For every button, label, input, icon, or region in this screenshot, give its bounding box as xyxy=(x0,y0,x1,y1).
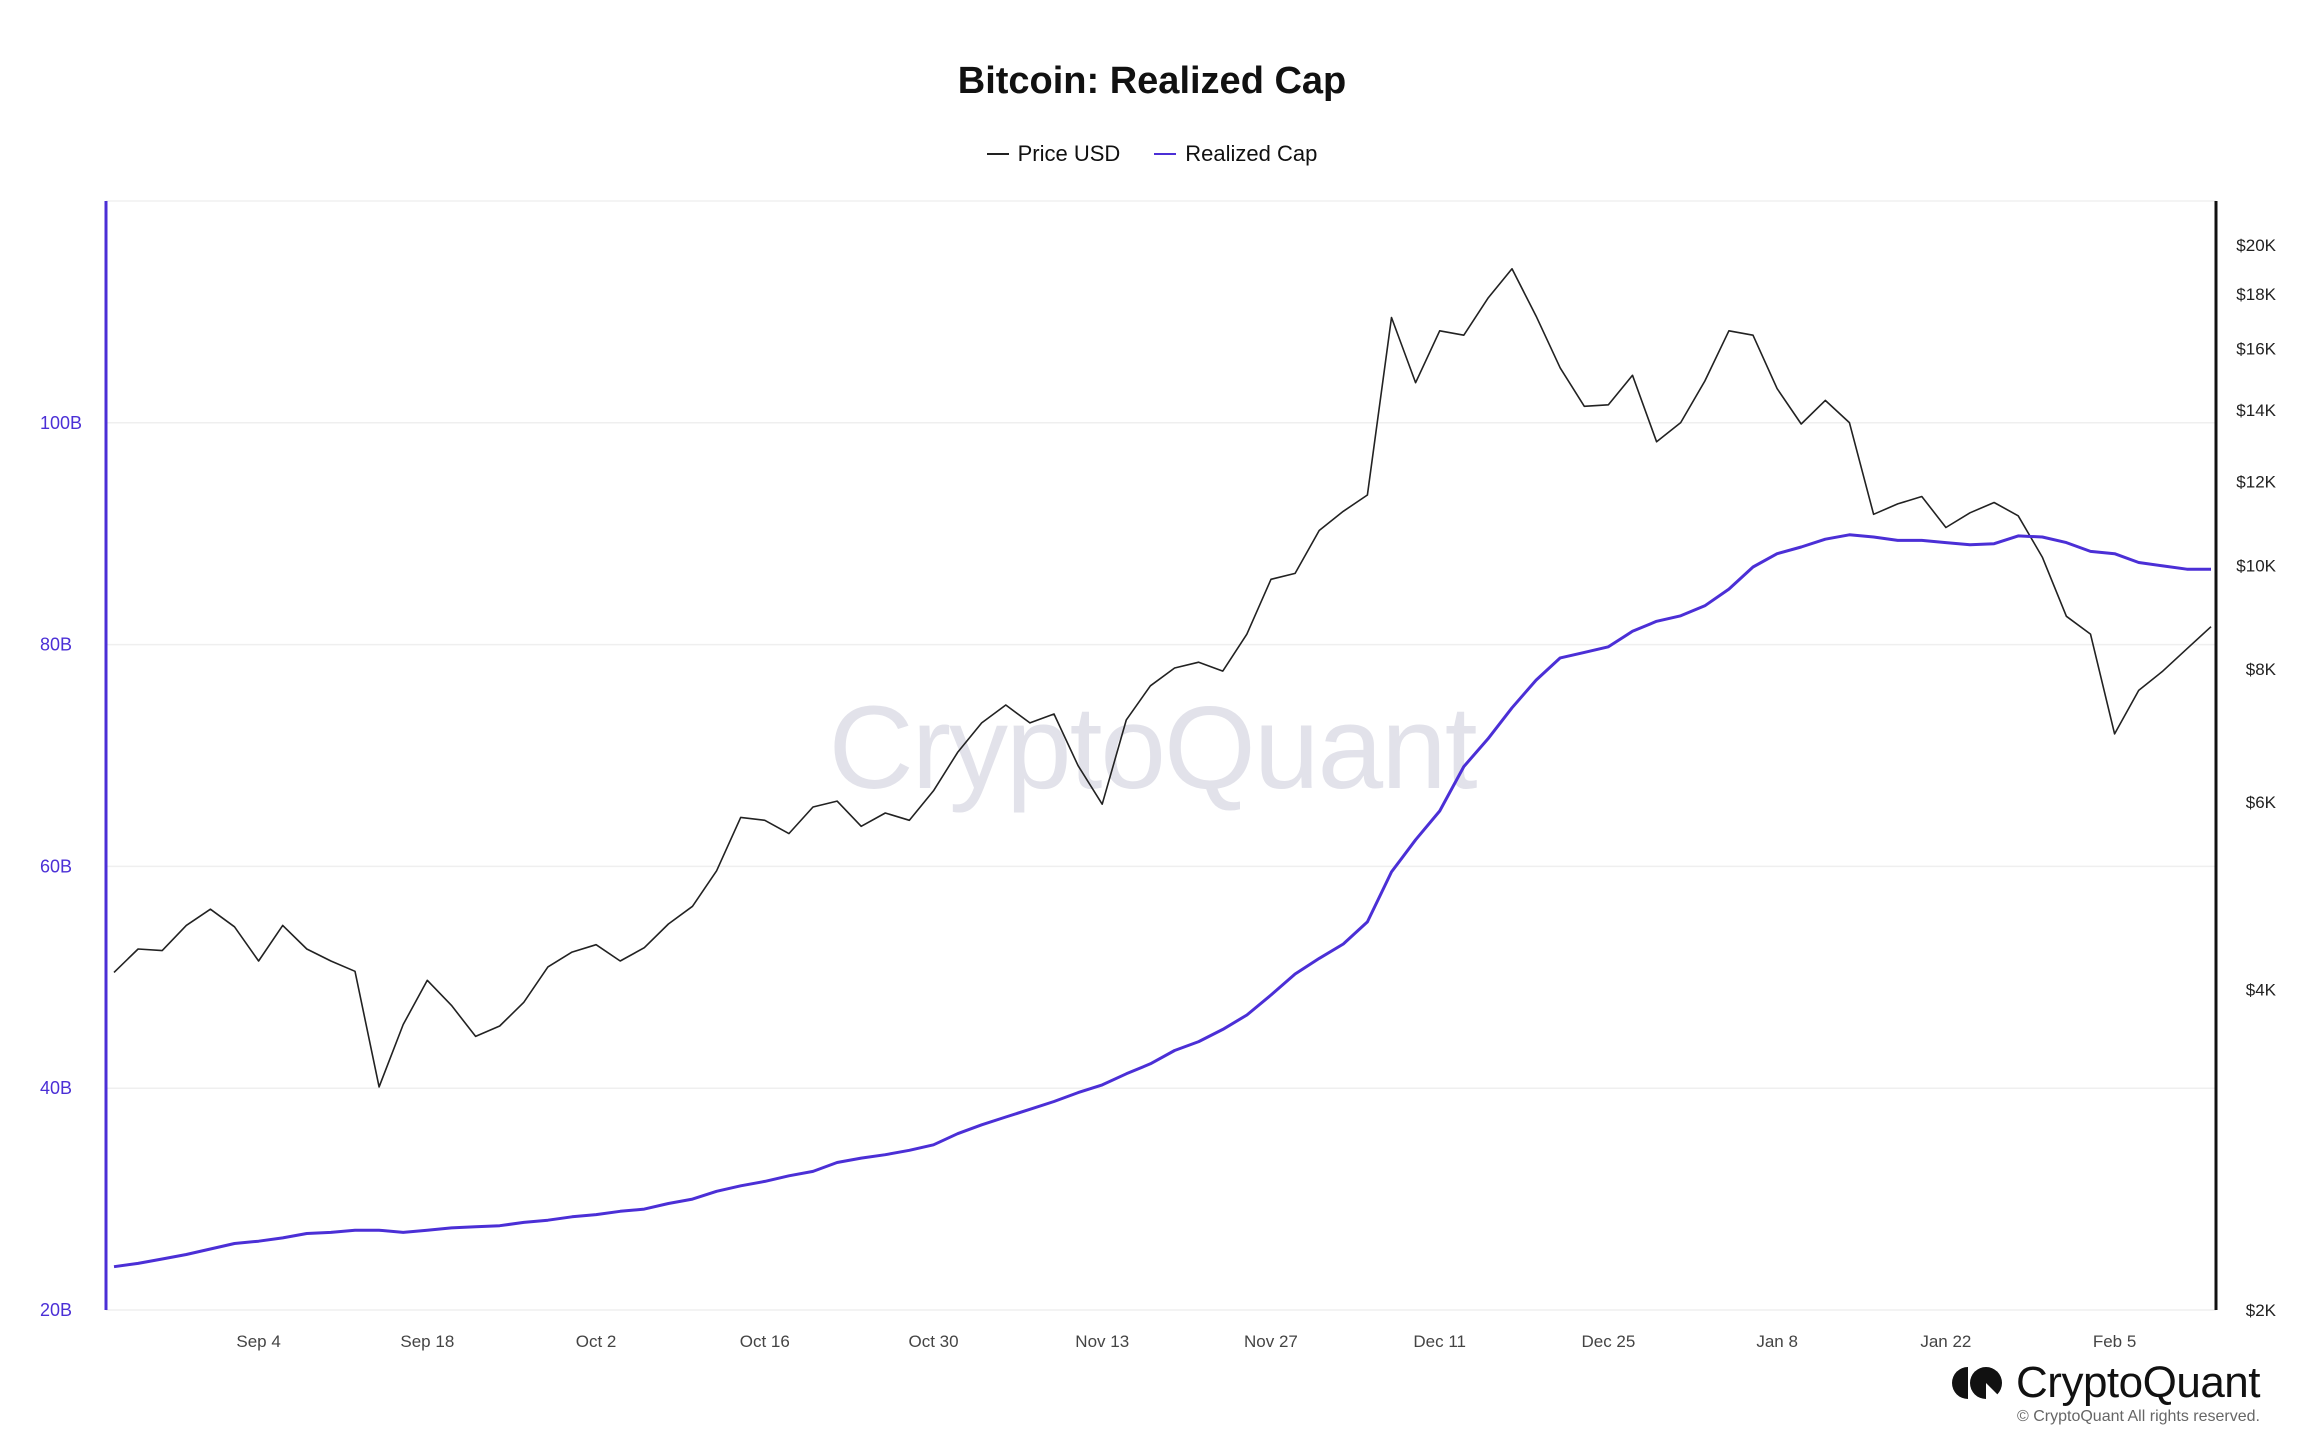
right-tick-label: $4K xyxy=(2246,980,2277,999)
right-tick-label: $20K xyxy=(2236,236,2276,255)
right-tick-label: $10K xyxy=(2236,557,2276,576)
price-usd-line xyxy=(113,267,2212,1088)
realized-cap-swatch-icon xyxy=(1154,153,1177,155)
x-tick-label: Oct 16 xyxy=(740,1332,790,1351)
brand-logo: CryptoQuant xyxy=(1952,1358,2260,1408)
price-swatch-icon xyxy=(986,153,1009,155)
legend-item-realized-cap[interactable]: Realized Cap xyxy=(1154,141,1317,167)
right-tick-label: $8K xyxy=(2246,660,2277,679)
x-tick-label: Jan 22 xyxy=(1920,1332,1971,1351)
x-tick-label: Sep 18 xyxy=(400,1332,454,1351)
legend-item-price[interactable]: Price USD xyxy=(986,141,1121,167)
brand-name: CryptoQuant xyxy=(2016,1358,2260,1407)
right-tick-label: $2K xyxy=(2246,1301,2277,1320)
right-tick-label: $18K xyxy=(2236,285,2276,304)
cryptoquant-logo-icon xyxy=(1952,1367,2003,1399)
x-tick-label: Sep 4 xyxy=(236,1332,280,1351)
right-tick-label: $14K xyxy=(2236,401,2276,420)
left-tick-label: 60B xyxy=(40,856,72,876)
x-tick-label: Dec 25 xyxy=(1581,1332,1635,1351)
x-tick-label: Dec 11 xyxy=(1413,1332,1466,1351)
realized-cap-line xyxy=(113,533,2211,1269)
legend-label-realized-cap: Realized Cap xyxy=(1185,141,1318,166)
chart-title: Bitcoin: Realized Cap xyxy=(957,60,1347,102)
right-tick-label: $6K xyxy=(2246,793,2277,812)
x-tick-label: Nov 13 xyxy=(1075,1332,1129,1351)
left-tick-label: 100B xyxy=(40,413,82,433)
x-tick-label: Feb 5 xyxy=(2093,1332,2136,1351)
x-tick-label: Jan 8 xyxy=(1756,1332,1798,1351)
left-tick-label: 20B xyxy=(40,1300,72,1320)
x-tick-label: Oct 2 xyxy=(576,1332,617,1351)
left-tick-label: 80B xyxy=(40,635,72,655)
right-tick-label: $16K xyxy=(2236,339,2276,358)
legend: Price USD Realized Cap xyxy=(0,141,2304,167)
x-tick-label: Oct 30 xyxy=(908,1332,958,1351)
copyright-text: © CryptoQuant All rights reserved. xyxy=(2017,1408,2260,1425)
legend-label-price: Price USD xyxy=(1017,141,1121,166)
right-tick-label: $12K xyxy=(2236,472,2276,491)
x-tick-label: Nov 27 xyxy=(1244,1332,1298,1351)
left-tick-label: 40B xyxy=(40,1078,72,1098)
